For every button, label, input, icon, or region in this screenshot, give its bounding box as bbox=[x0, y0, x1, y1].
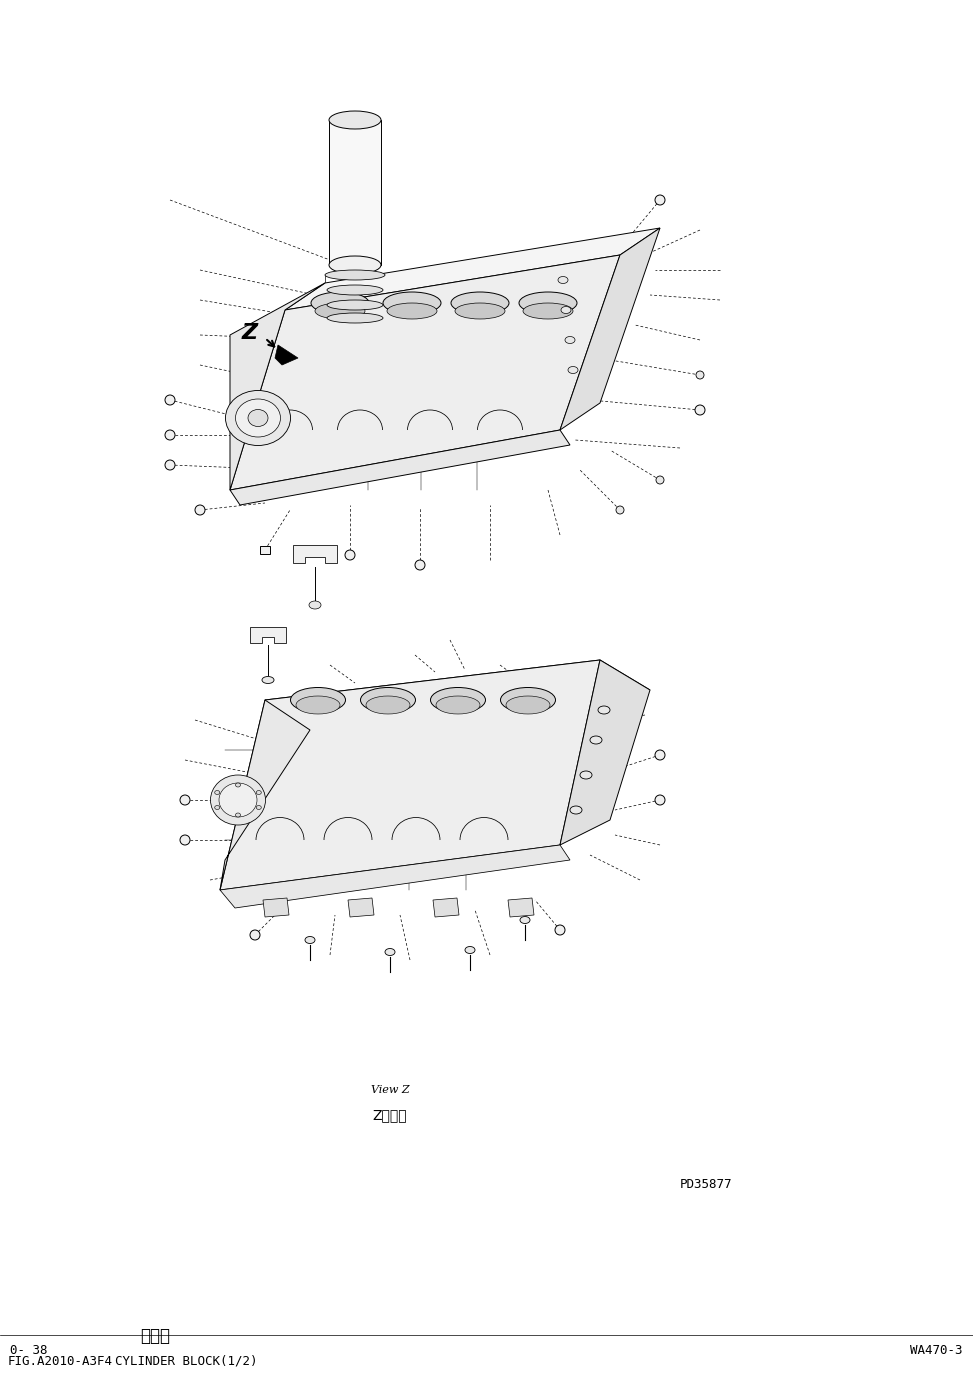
Ellipse shape bbox=[329, 111, 381, 129]
Ellipse shape bbox=[327, 314, 383, 323]
Polygon shape bbox=[560, 660, 650, 846]
Ellipse shape bbox=[226, 390, 291, 446]
Polygon shape bbox=[275, 345, 298, 364]
Ellipse shape bbox=[296, 696, 340, 714]
Ellipse shape bbox=[305, 936, 315, 943]
Bar bbox=[260, 546, 270, 554]
Ellipse shape bbox=[561, 307, 571, 314]
Ellipse shape bbox=[235, 813, 240, 817]
Ellipse shape bbox=[256, 806, 262, 810]
Circle shape bbox=[616, 506, 624, 514]
Ellipse shape bbox=[315, 302, 365, 319]
Circle shape bbox=[696, 371, 704, 380]
Text: FIG.A2010-A3F4: FIG.A2010-A3F4 bbox=[8, 1354, 113, 1368]
Ellipse shape bbox=[325, 270, 385, 280]
Ellipse shape bbox=[291, 688, 345, 712]
Ellipse shape bbox=[215, 791, 220, 795]
Polygon shape bbox=[250, 627, 286, 644]
Ellipse shape bbox=[519, 292, 577, 314]
Ellipse shape bbox=[506, 696, 550, 714]
Circle shape bbox=[345, 550, 355, 560]
Ellipse shape bbox=[329, 256, 381, 274]
Ellipse shape bbox=[570, 806, 582, 814]
Ellipse shape bbox=[558, 276, 568, 283]
Text: View Z: View Z bbox=[371, 1085, 410, 1094]
Ellipse shape bbox=[436, 696, 480, 714]
Polygon shape bbox=[230, 430, 570, 505]
Text: Z: Z bbox=[242, 323, 258, 342]
Polygon shape bbox=[560, 228, 660, 430]
Ellipse shape bbox=[387, 302, 437, 319]
Polygon shape bbox=[220, 660, 600, 890]
Ellipse shape bbox=[500, 688, 556, 712]
Ellipse shape bbox=[568, 367, 578, 374]
Ellipse shape bbox=[327, 285, 383, 296]
Circle shape bbox=[195, 505, 205, 516]
Circle shape bbox=[180, 795, 190, 804]
Ellipse shape bbox=[248, 410, 268, 426]
Ellipse shape bbox=[590, 736, 602, 744]
Circle shape bbox=[415, 560, 425, 571]
Ellipse shape bbox=[210, 775, 266, 825]
Ellipse shape bbox=[235, 782, 240, 786]
Polygon shape bbox=[230, 254, 620, 490]
Circle shape bbox=[695, 406, 705, 415]
Polygon shape bbox=[230, 283, 325, 490]
Polygon shape bbox=[348, 898, 374, 917]
Polygon shape bbox=[433, 898, 459, 917]
Circle shape bbox=[250, 930, 260, 941]
Ellipse shape bbox=[565, 337, 575, 344]
Ellipse shape bbox=[256, 791, 262, 795]
Ellipse shape bbox=[215, 806, 220, 810]
Polygon shape bbox=[220, 846, 570, 908]
Ellipse shape bbox=[219, 782, 257, 817]
Circle shape bbox=[656, 476, 664, 484]
Circle shape bbox=[655, 795, 665, 804]
Ellipse shape bbox=[523, 302, 573, 319]
Text: WA470-3: WA470-3 bbox=[911, 1343, 963, 1357]
Ellipse shape bbox=[235, 399, 280, 437]
Polygon shape bbox=[265, 660, 650, 730]
Circle shape bbox=[165, 395, 175, 406]
Polygon shape bbox=[329, 120, 381, 265]
Ellipse shape bbox=[366, 696, 410, 714]
Text: Z向视图: Z向视图 bbox=[373, 1108, 408, 1122]
Polygon shape bbox=[293, 544, 337, 562]
Circle shape bbox=[165, 461, 175, 470]
Polygon shape bbox=[220, 700, 310, 890]
Ellipse shape bbox=[455, 302, 505, 319]
Circle shape bbox=[655, 195, 665, 205]
Text: 气缸体: 气缸体 bbox=[140, 1327, 170, 1345]
Ellipse shape bbox=[385, 949, 395, 956]
Ellipse shape bbox=[262, 676, 274, 683]
Text: CYLINDER BLOCK(1/2): CYLINDER BLOCK(1/2) bbox=[115, 1354, 258, 1368]
Ellipse shape bbox=[309, 601, 321, 609]
Text: PD35877: PD35877 bbox=[680, 1178, 733, 1192]
Ellipse shape bbox=[520, 917, 530, 924]
Polygon shape bbox=[285, 228, 660, 309]
Ellipse shape bbox=[383, 292, 441, 314]
Ellipse shape bbox=[598, 705, 610, 714]
Polygon shape bbox=[508, 898, 534, 917]
Ellipse shape bbox=[430, 688, 486, 712]
Ellipse shape bbox=[580, 771, 592, 780]
Circle shape bbox=[655, 749, 665, 760]
Ellipse shape bbox=[311, 292, 369, 314]
Ellipse shape bbox=[361, 688, 415, 712]
Polygon shape bbox=[263, 898, 289, 917]
Circle shape bbox=[180, 835, 190, 846]
Ellipse shape bbox=[327, 300, 383, 309]
Circle shape bbox=[165, 430, 175, 440]
Circle shape bbox=[555, 925, 565, 935]
Text: 0- 38: 0- 38 bbox=[10, 1343, 48, 1357]
Ellipse shape bbox=[451, 292, 509, 314]
Ellipse shape bbox=[465, 946, 475, 953]
